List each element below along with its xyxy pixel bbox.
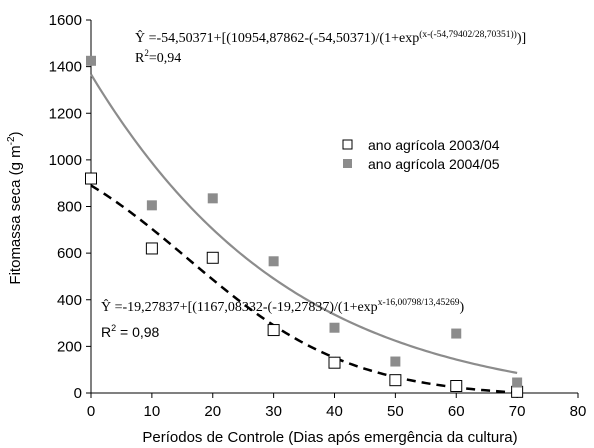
point-2004-05	[329, 322, 340, 333]
x-tick-label: 70	[509, 403, 526, 420]
y-tick-label: 1000	[49, 152, 82, 169]
x-tick-label: 40	[326, 403, 343, 420]
legend-marker-2004-05	[343, 159, 352, 168]
fit-curve-2004-05	[90, 73, 518, 375]
point-2003-04	[328, 356, 341, 369]
legend-label-2004-05: ano agrícola 2004/05	[368, 156, 500, 172]
legend-marker-2003-04	[342, 139, 353, 150]
x-tick-label: 60	[448, 403, 465, 420]
x-tick-label: 50	[387, 403, 404, 420]
point-2004-05	[207, 193, 218, 204]
y-tick-label: 400	[57, 292, 82, 309]
r2-2004-05: R2=0,94	[135, 48, 181, 66]
y-tick-label: 1200	[49, 105, 82, 122]
point-2004-05	[268, 256, 279, 267]
point-2003-04	[85, 172, 97, 185]
point-2003-04	[511, 385, 524, 398]
x-tick-label: 80	[570, 403, 587, 420]
y-tick-label: 200	[57, 338, 82, 355]
x-axis-ticks: 0 10 20 30 40 50 60 70 80	[87, 393, 587, 420]
legend-label-2003-04: ano agrícola 2003/04	[368, 137, 500, 153]
equation-2003-04: Ŷ =-19,27837+[(1167,08332-(-19,27837)/(1…	[101, 298, 465, 315]
y-tick-label: 1600	[49, 12, 82, 29]
y-tick-label: 0	[74, 385, 82, 402]
point-2003-04	[145, 242, 158, 255]
y-tick-label: 1400	[49, 59, 82, 76]
point-2004-05	[86, 55, 96, 66]
fit-curves	[90, 73, 518, 394]
fit-curve-2003-04	[90, 184, 518, 394]
legend: ano agrícola 2003/04 ano agrícola 2004/0…	[342, 137, 500, 172]
x-axis-label: Períodos de Controle (Dias após emergênc…	[142, 429, 517, 446]
point-2004-05	[451, 328, 462, 339]
y-tick-label: 600	[57, 245, 82, 262]
y-tick-label: 800	[57, 199, 82, 216]
y-axis-label: Fitomassa seca (g m-2)	[6, 131, 24, 284]
point-2003-04	[267, 324, 280, 337]
point-2003-04	[450, 380, 463, 393]
x-tick-label: 20	[204, 403, 221, 420]
x-tick-label: 30	[265, 403, 282, 420]
plot-area: 0 200 400 600 800 1000 1200 1400 1600 0 10 20 30 40 5…	[49, 12, 587, 420]
x-tick-label: 0	[87, 403, 95, 420]
point-2003-04	[389, 374, 402, 387]
point-2003-04	[206, 251, 219, 264]
point-2004-05	[146, 200, 157, 211]
y-axis-ticks: 0 200 400 600 800 1000 1200 1400 1600	[49, 12, 91, 402]
data-points	[85, 55, 524, 398]
point-2004-05	[390, 356, 401, 367]
x-tick-label: 10	[144, 403, 161, 420]
r2-2003-04: R2 = 0,98	[101, 323, 160, 340]
point-2004-05	[512, 377, 523, 388]
equation-2004-05: Ŷ =-54,50371+[(10954,87862-(-54,50371)/(…	[135, 29, 526, 46]
